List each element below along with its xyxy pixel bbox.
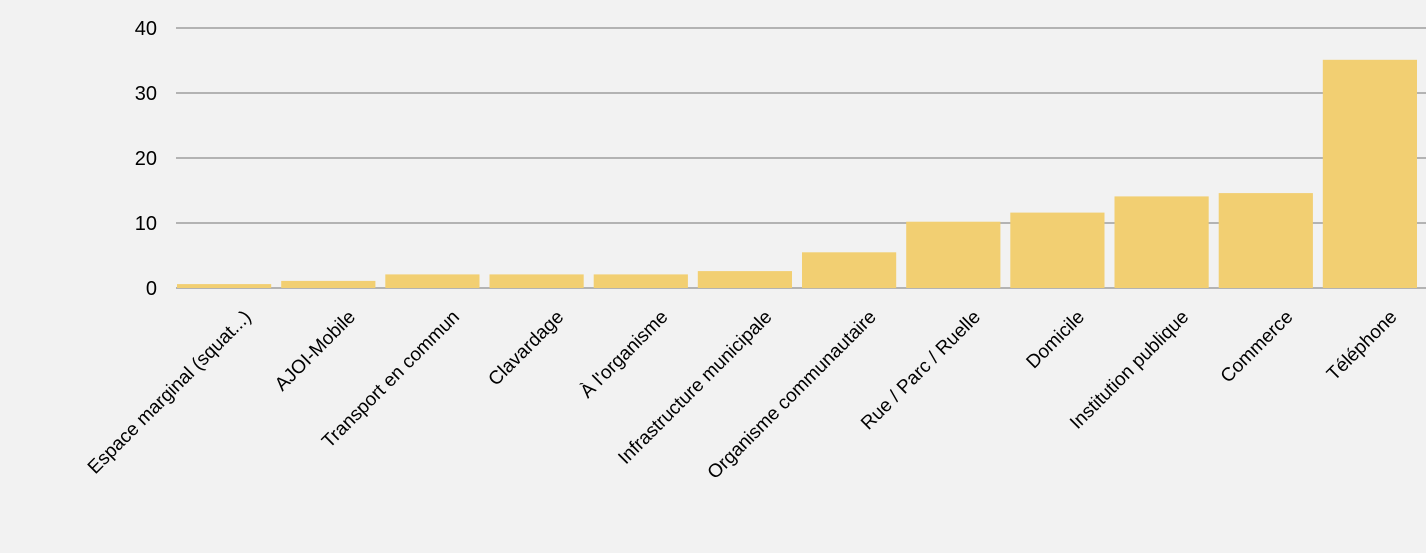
bar xyxy=(489,274,584,288)
bars xyxy=(177,59,1417,289)
x-category-label: Espace marginal (squat...) xyxy=(84,307,256,479)
gridlines xyxy=(176,27,1426,289)
x-category-label: Clavardage xyxy=(485,307,569,391)
bar xyxy=(177,284,272,288)
bar xyxy=(281,280,376,288)
bar xyxy=(385,274,480,288)
x-axis-category-labels: Espace marginal (squat...) AJOI-MobileTra… xyxy=(84,307,1401,484)
x-category-label: À l'organisme xyxy=(577,307,673,403)
bar xyxy=(1010,212,1105,288)
y-tick-label: 0 xyxy=(146,278,157,300)
bar xyxy=(1114,196,1209,288)
x-category-label: Institution publique xyxy=(1066,307,1193,434)
x-category-label: Domicile xyxy=(1023,307,1089,373)
bar xyxy=(593,274,688,288)
bar xyxy=(1322,59,1417,288)
y-tick-label: 40 xyxy=(135,18,157,40)
x-category-label: AJOI-Mobile xyxy=(271,307,360,396)
bar xyxy=(1218,193,1313,288)
y-tick-label: 20 xyxy=(135,148,157,170)
bar xyxy=(802,252,897,289)
x-category-label: Rue / Parc / Ruelle xyxy=(857,307,985,435)
y-tick-label: 10 xyxy=(135,213,157,235)
bar xyxy=(697,271,792,288)
bar xyxy=(906,221,1001,288)
x-category-label: Téléphone xyxy=(1323,307,1401,385)
y-tick-label: 30 xyxy=(135,83,157,105)
x-category-label: Organisme communautaire xyxy=(704,307,881,484)
x-category-label: Commerce xyxy=(1217,307,1298,388)
y-axis-tick-labels: 0 10 20 30 40 xyxy=(135,18,157,300)
